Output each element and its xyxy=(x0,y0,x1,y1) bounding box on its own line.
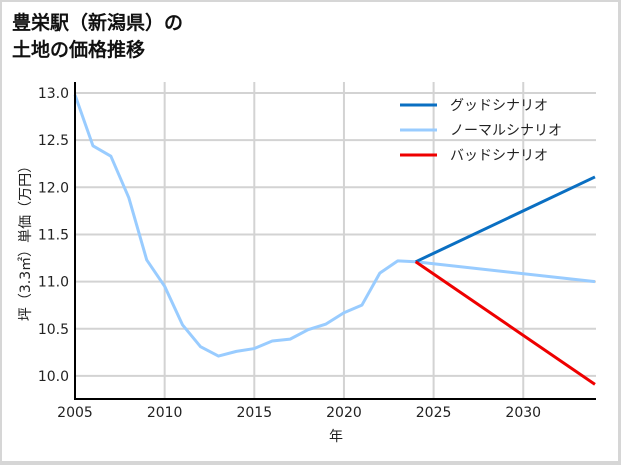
series-lines xyxy=(73,94,596,386)
chart-frame xyxy=(2,2,618,461)
y-tick-label: 10.5 xyxy=(38,322,69,338)
y-tick-label: 12.5 xyxy=(38,133,69,149)
y-tick-label: 10.0 xyxy=(38,369,69,385)
y-tick-labels: 13.0 12.5 12.0 11.5 11.0 10.5 10.0 xyxy=(38,86,69,385)
chart-title-line-2: 土地の価格推移 xyxy=(12,39,146,61)
x-tick-label: 2010 xyxy=(147,405,183,421)
legend-label: バッドシナリオ xyxy=(450,148,548,164)
y-tick-label: 11.5 xyxy=(38,227,69,243)
grid-lines xyxy=(75,82,596,399)
x-tick-label: 2005 xyxy=(57,405,93,421)
legend-label: グッドシナリオ xyxy=(450,98,548,114)
legend-label: ノーマルシナリオ xyxy=(450,123,562,139)
y-tick-label: 13.0 xyxy=(38,86,69,102)
x-tick-labels: 2005 2010 2015 2020 2025 2030 xyxy=(57,405,541,421)
x-tick-label: 2015 xyxy=(236,405,272,421)
chart-title-line-1: 豊栄駅（新潟県）の xyxy=(12,12,184,34)
x-axis-label: 年 xyxy=(329,429,343,445)
y-tick-label: 12.0 xyxy=(38,180,69,196)
series-line xyxy=(415,175,596,264)
x-tick-label: 2030 xyxy=(505,405,541,421)
series-line xyxy=(73,94,596,358)
y-tick-label: 11.0 xyxy=(38,275,69,291)
x-tick-label: 2020 xyxy=(326,405,362,421)
chart-title: 豊栄駅（新潟県）の 土地の価格推移 xyxy=(12,10,183,64)
y-axis-label: 坪（3.3㎡）単価（万円） xyxy=(18,159,34,321)
x-tick-label: 2025 xyxy=(416,405,452,421)
axes xyxy=(74,82,596,400)
series-line xyxy=(414,260,596,386)
